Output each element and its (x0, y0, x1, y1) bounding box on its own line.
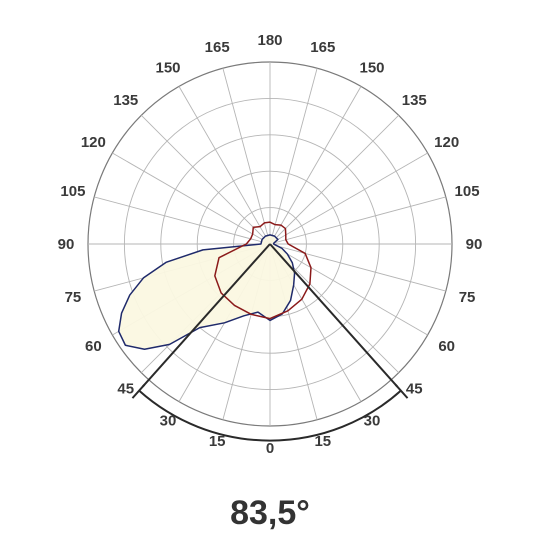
angle-label-m60: 60 (438, 338, 455, 355)
angle-label-90: 90 (58, 236, 75, 253)
beam-edge-line-2 (142, 243, 271, 388)
angle-label-15: 15 (209, 433, 226, 450)
angle-label-30: 30 (160, 413, 177, 430)
grid-spoke-210 (269, 86, 362, 245)
series-curve-2 (214, 221, 312, 320)
grid-spoke-300 (269, 243, 428, 336)
grid-spoke-195 (269, 68, 318, 245)
angle-label-60: 60 (85, 338, 102, 355)
angle-label-m165: 165 (310, 39, 335, 56)
grid-spoke-150 (178, 86, 271, 245)
angle-label-150: 150 (155, 59, 180, 76)
grid-spoke-165 (222, 68, 271, 245)
angle-label-m135: 135 (402, 92, 427, 109)
angle-label-75: 75 (65, 289, 82, 306)
angle-label-45: 45 (117, 380, 134, 397)
angle-label-m150: 150 (359, 59, 384, 76)
angle-label-m15: 15 (314, 433, 331, 450)
beam-angle-arc (138, 389, 402, 442)
angle-labels: 0 15 15 30 30 45 45 60 60 75 75 90 90 105 105 120 120 135… (58, 32, 483, 457)
beam-angle-indicator (131, 243, 409, 442)
series-layer (117, 221, 312, 351)
beam-arc-tick-1 (394, 384, 409, 399)
grid-spoke-120 (112, 152, 271, 245)
angle-label-m75: 75 (459, 289, 476, 306)
series-curve-1 (117, 234, 296, 351)
angle-label-165: 165 (205, 39, 230, 56)
grid-spoke-135 (140, 114, 271, 245)
grid-spoke-225 (269, 114, 400, 245)
grid-spoke-240 (269, 152, 428, 245)
beam-angle-label: 83,5° (230, 494, 310, 532)
grid-spoke-255 (269, 196, 446, 245)
angle-label-m30: 30 (364, 413, 381, 430)
beam-edge-line-1 (269, 243, 398, 388)
angle-label-180: 180 (257, 32, 282, 49)
angle-label-m45: 45 (406, 380, 423, 397)
angle-label-m105: 105 (455, 183, 480, 200)
angle-label-m120: 120 (434, 134, 459, 151)
angle-label-120: 120 (81, 134, 106, 151)
angle-label-135: 135 (113, 92, 138, 109)
angle-label-0: 0 (266, 440, 274, 457)
beam-arc-tick-2 (131, 384, 146, 399)
angle-label-m90: 90 (466, 236, 483, 253)
grid-spoke-105 (94, 196, 271, 245)
grid-spoke-285 (269, 243, 446, 292)
angle-label-105: 105 (60, 183, 85, 200)
